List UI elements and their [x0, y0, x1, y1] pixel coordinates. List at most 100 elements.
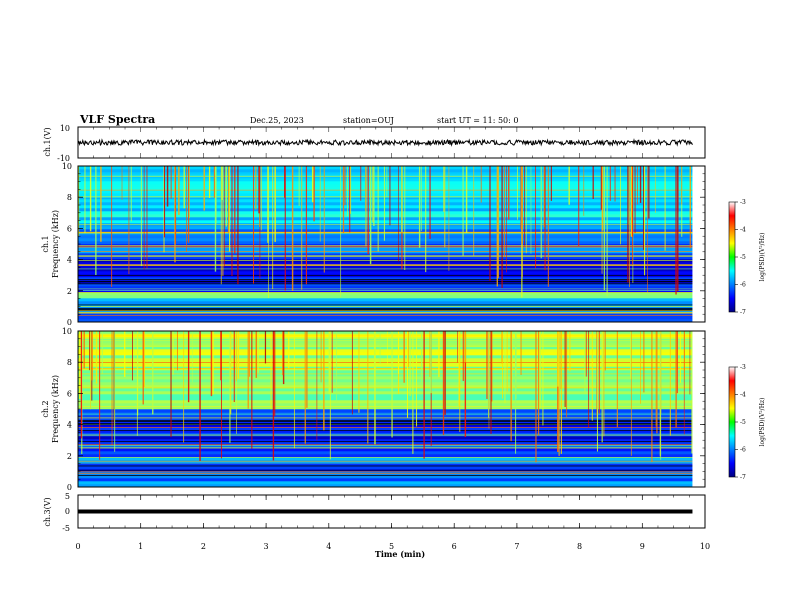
spectrogram-spike: [128, 166, 130, 275]
spectrogram-spike: [272, 166, 274, 290]
spectrogram-spike: [465, 166, 468, 233]
spectrogram-line: [78, 251, 693, 252]
spectrogram-spike: [630, 166, 632, 237]
spectrogram-spike: [630, 331, 632, 456]
spectrogram-spike: [251, 331, 253, 449]
spectrogram-spike: [647, 166, 648, 292]
spectrogram-band: [78, 358, 693, 362]
spectrogram-spike: [95, 166, 97, 275]
spectrogram-band: [78, 412, 693, 416]
spectrogram-spike: [442, 331, 445, 436]
ch1-colorbar: -3 -4 -5 -6 -7 log(PSD)(V²/Hz): [728, 199, 766, 316]
spectrogram-spike: [566, 331, 568, 418]
spectrogram-spike: [651, 331, 653, 463]
spectrogram-spike: [311, 166, 314, 203]
spectrogram-band: [78, 481, 693, 485]
spectrogram-spike: [372, 166, 374, 223]
spectrogram-spike: [365, 166, 367, 247]
spectrogram-spike: [444, 331, 446, 415]
ch2-colorbar-scale: [728, 366, 736, 478]
spectrogram-spike: [233, 331, 235, 403]
spectrogram-spike: [681, 166, 683, 237]
spectrogram-spike: [213, 166, 215, 198]
ch1-spectrogram-image: [78, 166, 705, 323]
spectrogram-spike: [568, 166, 570, 205]
spectrogram-spike: [349, 166, 351, 233]
spectrogram-spike: [320, 331, 322, 383]
spectrogram-band: [78, 217, 693, 221]
spectrogram-spike: [113, 331, 114, 367]
time-axis-label: Time (min): [375, 549, 425, 559]
spectrogram-band: [78, 253, 693, 257]
spectrogram-band: [78, 343, 693, 347]
colorbar-tick-label: -5: [740, 419, 746, 426]
spectrogram-line: [78, 309, 693, 311]
spectrogram-line: [78, 462, 693, 464]
spectrogram-spike: [676, 331, 678, 394]
spectrogram-line: [78, 445, 693, 446]
spectrogram-spike: [632, 166, 633, 265]
spectrogram-spike: [222, 166, 224, 276]
ch2-spectrogram-image: [78, 331, 705, 488]
spectrogram-line: [78, 346, 693, 347]
spectrogram-spike: [535, 331, 537, 463]
xtick-label: 7: [514, 542, 519, 551]
ch2-colorbar-label: log(PSD)(V²/Hz): [759, 398, 766, 447]
spectrogram-spike: [80, 331, 83, 439]
spectrogram-band: [78, 232, 693, 236]
spectrogram-band: [78, 442, 693, 446]
spectrogram-spike: [342, 166, 345, 234]
spectrogram-band: [78, 229, 693, 233]
spectrogram-band: [78, 397, 693, 401]
spectrogram-spike: [630, 331, 632, 379]
spectrogram-spike: [547, 166, 549, 287]
spectrogram-spike: [224, 166, 226, 267]
ch1-spectrogram-channel-label: ch.1: [41, 235, 50, 252]
spectrogram-spike: [462, 331, 464, 382]
spectrogram-line: [78, 339, 693, 340]
xtick-label: 6: [452, 542, 457, 551]
spectrogram-line: [78, 310, 693, 312]
spectrogram-spike: [304, 331, 306, 444]
spectrogram-line: [78, 264, 693, 265]
spectrogram-band: [78, 277, 693, 281]
spectrogram-line: [78, 457, 693, 458]
colorbar-tick-label: -4: [740, 227, 746, 234]
spectrogram-spike: [143, 331, 145, 388]
spectrogram-spike: [347, 166, 348, 216]
spectrogram-spike: [203, 166, 205, 211]
spectrogram-spike: [640, 331, 641, 404]
ch2-spectrogram-channel-label: ch.2: [41, 400, 50, 417]
spectrogram-spike: [629, 166, 631, 288]
spectrogram-spike: [124, 331, 126, 377]
xtick-label: 5: [389, 542, 394, 551]
spectrogram-spike: [131, 331, 133, 381]
spectrogram-spike: [164, 166, 166, 238]
ch3-waveform-ylabel: ch.3(V): [43, 497, 52, 526]
spectrogram-line: [78, 279, 693, 281]
spectrogram-no-data: [692, 166, 705, 322]
spectrogram-spike: [689, 331, 691, 395]
spectrogram-spike: [488, 331, 490, 418]
ch1-spectrogram-yticks: 0 2 4 6 8 10: [62, 162, 705, 327]
spectrogram-spike: [377, 166, 379, 252]
spectrogram-spike: [614, 166, 616, 202]
spectrogram-spike: [236, 331, 237, 434]
spectrogram-band: [78, 196, 693, 200]
spectrogram-band: [78, 355, 693, 359]
spectrogram-spike: [496, 166, 498, 287]
spectrogram-spike: [350, 166, 352, 214]
spectrogram-line: [78, 441, 693, 443]
spectrogram-band: [78, 190, 693, 194]
spectrogram-line: [78, 232, 693, 234]
ytick-label: 10: [62, 327, 72, 336]
spectrogram-spike: [677, 166, 679, 292]
spectrogram-line: [78, 292, 693, 293]
spectrogram-spike: [596, 331, 599, 452]
spectrogram-spike: [340, 166, 342, 297]
spectrogram-spike: [639, 166, 642, 203]
spectrogram-band: [78, 400, 693, 404]
spectrogram-spike: [306, 331, 308, 408]
spectrogram-band: [78, 385, 693, 389]
